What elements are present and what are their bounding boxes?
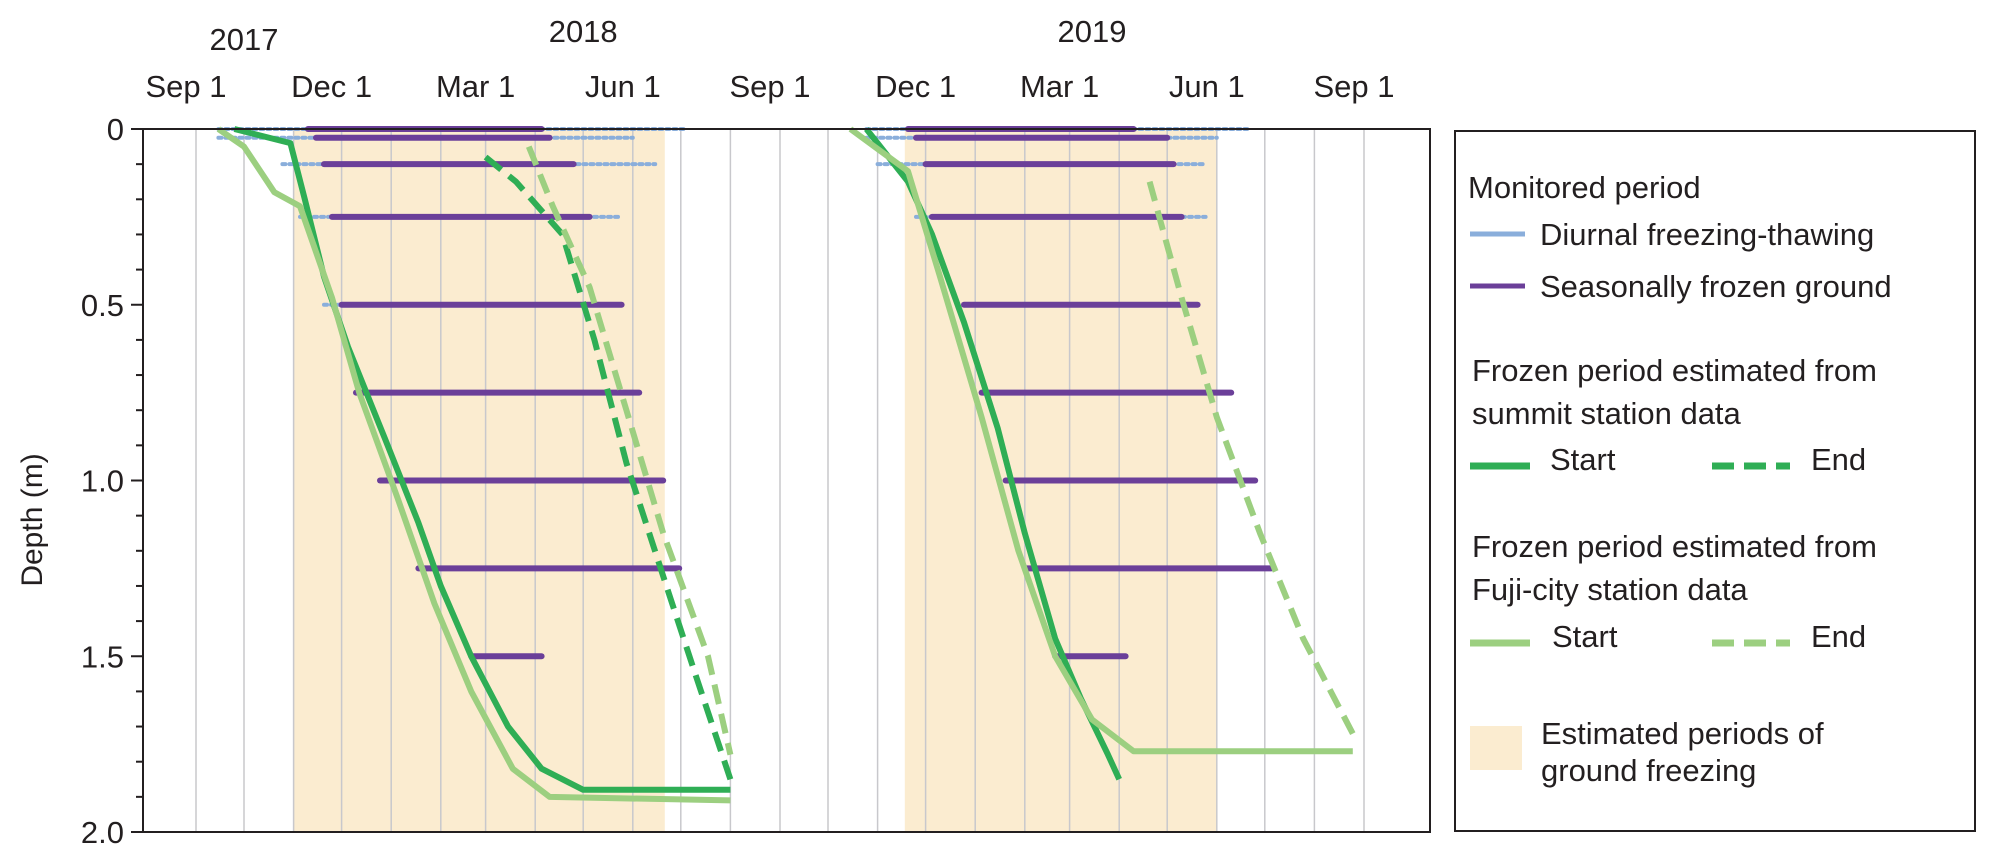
x-month-label: Sep 1 xyxy=(145,69,226,104)
x-month-label: Mar 1 xyxy=(436,69,515,104)
x-month-label: Jun 1 xyxy=(1169,69,1245,104)
x-year-label: 2018 xyxy=(549,14,618,49)
legend: Monitored period Diurnal freezing-thawin… xyxy=(1454,130,1976,832)
y-tick-label: 2.0 xyxy=(81,815,124,850)
legend-summit-start-label: Start xyxy=(1550,442,1616,477)
y-tick-label: 0 xyxy=(107,112,124,147)
legend-summit-title-2: summit station data xyxy=(1472,396,1742,431)
legend-frame xyxy=(1454,130,1976,832)
legend-diurnal-label: Diurnal freezing-thawing xyxy=(1540,217,1874,252)
x-year-label: 2019 xyxy=(1058,14,1127,49)
fuji-end-line xyxy=(526,145,734,756)
legend-shade-label-1: Estimated periods of xyxy=(1541,716,1824,751)
frozen-front-lines xyxy=(216,126,1356,804)
x-month-label: Dec 1 xyxy=(291,69,372,104)
legend-summit-title-1: Frozen period estimated from xyxy=(1472,353,1877,388)
x-month-label: Jun 1 xyxy=(585,69,661,104)
y-axis: 0 0.5 1.0 1.5 2.0 xyxy=(81,112,143,850)
x-month-label: Sep 1 xyxy=(729,69,810,104)
legend-summit-end-label: End xyxy=(1811,442,1866,477)
legend-fuji-start-label: Start xyxy=(1552,619,1618,654)
legend-monitored-title: Monitored period xyxy=(1468,170,1701,205)
fuji-start-line xyxy=(216,126,731,804)
legend-fuji-title-1: Frozen period estimated from xyxy=(1472,529,1877,564)
legend-shade-label-2: ground freezing xyxy=(1541,753,1756,788)
fuji-start-line xyxy=(848,126,1353,755)
legend-shade-swatch xyxy=(1470,726,1522,770)
y-tick-label: 1.5 xyxy=(81,639,124,674)
x-month-label: Dec 1 xyxy=(875,69,956,104)
y-tick-label: 0.5 xyxy=(81,288,124,323)
summit-start-line xyxy=(233,126,731,793)
legend-fuji-end-label: End xyxy=(1811,619,1866,654)
y-tick-label: 1.0 xyxy=(81,464,124,499)
x-month-label: Sep 1 xyxy=(1313,69,1394,104)
legend-fuji-title-2: Fuji-city station data xyxy=(1472,572,1748,607)
x-axis-labels: Sep 1 Dec 1 Mar 1 Jun 1 Sep 1 Dec 1 Mar 1 Jun 1… xyxy=(145,14,1394,104)
summit-end-line xyxy=(483,154,734,781)
legend-seasonal-label: Seasonally frozen ground xyxy=(1540,269,1892,304)
fuji-end-line xyxy=(1146,180,1356,735)
x-month-label: Mar 1 xyxy=(1020,69,1099,104)
x-year-label: 2017 xyxy=(210,22,279,57)
y-axis-label: Depth (m) xyxy=(16,453,49,586)
